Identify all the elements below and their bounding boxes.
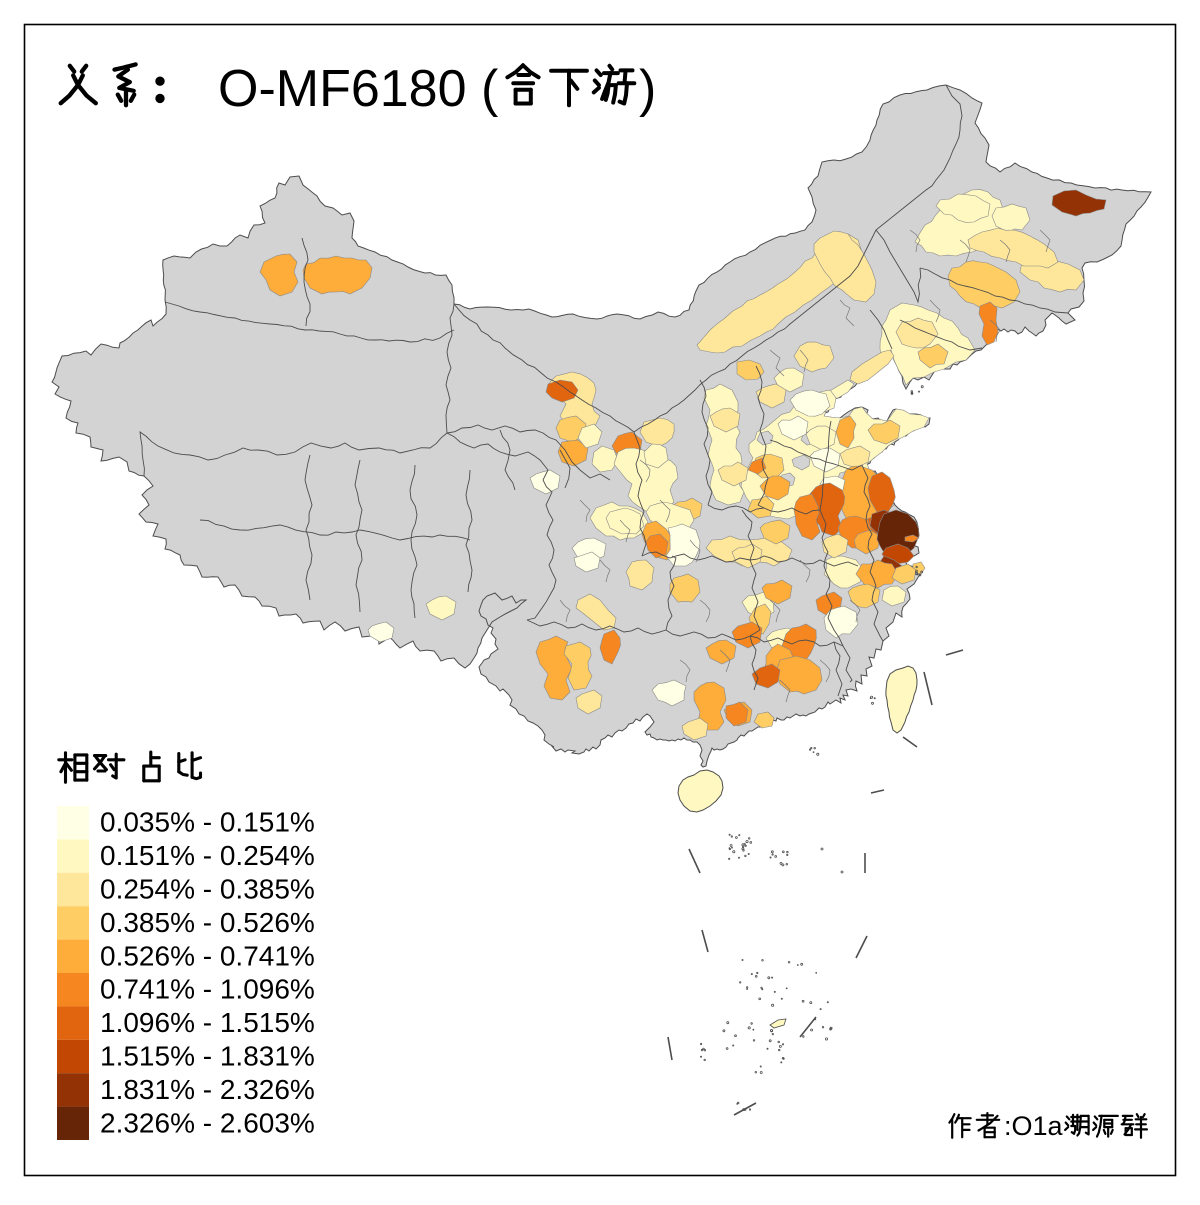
svg-text:1.515% - 1.831%: 1.515% - 1.831%	[100, 1041, 315, 1072]
svg-text:): )	[639, 60, 656, 118]
svg-text:0.035% - 0.151%: 0.035% - 0.151%	[100, 807, 315, 838]
svg-text:0.254% - 0.385%: 0.254% - 0.385%	[100, 874, 315, 905]
svg-text::O1a: :O1a	[1004, 1111, 1064, 1141]
svg-text:1.096% - 1.515%: 1.096% - 1.515%	[100, 1007, 315, 1038]
svg-text:0.526% - 0.741%: 0.526% - 0.741%	[100, 940, 315, 971]
svg-text:0.385% - 0.526%: 0.385% - 0.526%	[100, 907, 315, 938]
svg-text:0.741% - 1.096%: 0.741% - 1.096%	[100, 974, 315, 1005]
svg-text:0.151% - 0.254%: 0.151% - 0.254%	[100, 840, 315, 871]
svg-text:O-MF6180 (: O-MF6180 (	[218, 60, 499, 118]
svg-text:1.831% - 2.326%: 1.831% - 2.326%	[100, 1074, 315, 1105]
svg-text:2.326% - 2.603%: 2.326% - 2.603%	[100, 1107, 315, 1138]
